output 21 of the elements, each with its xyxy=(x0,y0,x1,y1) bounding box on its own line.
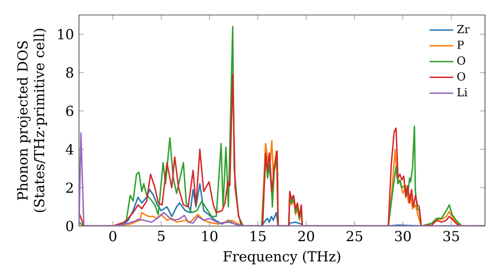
x-tick-label: 0 xyxy=(109,230,116,242)
y-tick-label: 0 xyxy=(66,220,74,232)
y-tick-label: 2 xyxy=(66,182,73,193)
x-tick-label: 15 xyxy=(250,230,266,242)
y-tick-label: 8 xyxy=(66,67,74,78)
x-tick-label: 5 xyxy=(158,230,165,242)
y-tick-label: 6 xyxy=(66,106,74,116)
x-tick-label: 25 xyxy=(346,230,362,242)
legend-label: Li xyxy=(457,88,468,96)
x-tick-label: 10 xyxy=(202,230,218,242)
y-tick-label: 10 xyxy=(58,28,74,40)
legend-label: Zr xyxy=(457,25,470,34)
y-tick-label: 4 xyxy=(66,144,74,154)
x-tick-label: 35 xyxy=(443,230,459,242)
x-axis-title: Frequency (THz) xyxy=(223,250,340,264)
y-axis-title: Phonon projected DOS (States/THz·primitive cell) xyxy=(16,28,48,212)
legend-label: O xyxy=(457,72,466,81)
legend-label: P xyxy=(457,40,464,49)
legend-label: O xyxy=(457,56,466,65)
x-tick-label: 20 xyxy=(298,230,314,242)
x-tick-label: 30 xyxy=(395,230,411,242)
